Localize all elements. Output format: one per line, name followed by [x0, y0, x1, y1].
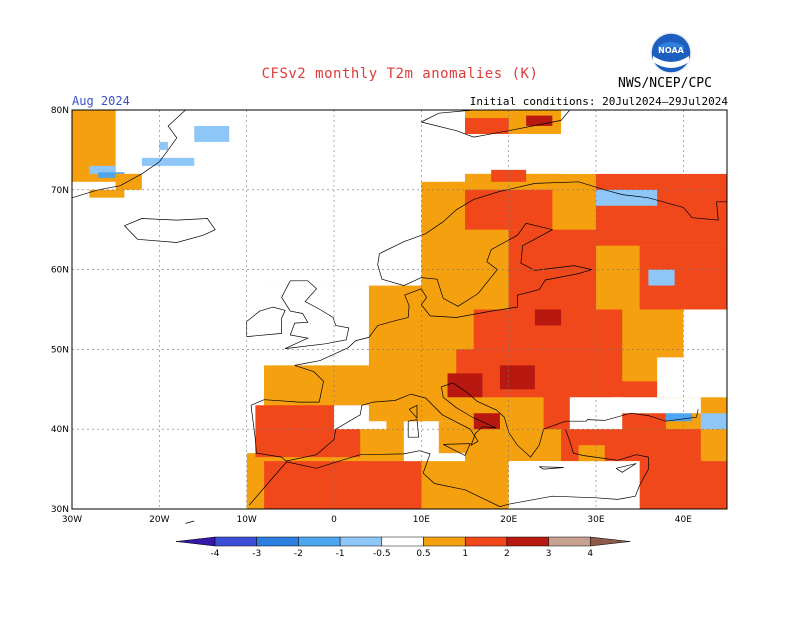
lon-tick-label: 20E	[500, 515, 517, 525]
anomaly-cell	[526, 325, 614, 366]
lat-tick-label: 80N	[51, 106, 69, 116]
anomaly-cell	[368, 381, 422, 422]
anomaly-cell	[447, 373, 483, 398]
coastline	[246, 306, 286, 337]
colorbar-label: -0.5	[373, 549, 391, 559]
coastline	[443, 443, 471, 456]
map-title: CFSv2 monthly T2m anomalies (K)	[261, 66, 539, 82]
colorbar-segment	[214, 536, 257, 547]
lat-tick-label: 60N	[51, 266, 69, 276]
colorbar-segment	[339, 536, 383, 547]
axis-labels: 30W 20W 10W 0 10E 20E 30E 40E 30N 40N 50N 60N 70N 80N	[51, 106, 692, 525]
lon-tick-label: 10W	[236, 515, 256, 525]
colorbar-label: -3	[252, 549, 261, 559]
coastline	[124, 218, 216, 243]
map-frame	[71, 109, 728, 510]
colorbar-segment	[256, 536, 299, 547]
lon-tick-label: 10E	[413, 515, 430, 525]
neutral-region	[246, 173, 369, 286]
lon-tick-label: 20W	[149, 515, 169, 525]
anomaly-cells	[72, 110, 727, 509]
neutral-region	[246, 285, 369, 366]
coastline	[421, 109, 571, 138]
colorbar-label: 0.5	[416, 549, 430, 559]
anomaly-cell	[665, 409, 693, 422]
forecast-period: Aug 2024	[72, 94, 130, 108]
colorbar-label: 1	[462, 549, 468, 559]
coastline	[539, 466, 564, 470]
anomaly-cell	[334, 485, 413, 509]
anomaly-cell	[499, 365, 535, 390]
neutral-region	[72, 197, 247, 509]
anomaly-cell	[438, 421, 474, 454]
color-bar: -4 -3 -2 -1 -0.5 0.5 1 2 3 4	[175, 536, 631, 559]
colorbar-segment	[381, 536, 424, 547]
colorbar-label: -1	[336, 549, 345, 559]
neutral-region	[508, 461, 553, 478]
neutral-region	[72, 181, 116, 190]
lon-tick-label: 40E	[675, 515, 692, 525]
anomaly-cell	[473, 413, 500, 430]
coastline	[408, 404, 418, 419]
lat-lon-grid	[72, 110, 727, 509]
colorbar-arrow-right	[590, 536, 631, 547]
colorbar-label: 3	[546, 549, 552, 559]
neutral-region	[561, 110, 727, 174]
lat-tick-label: 50N	[51, 345, 69, 355]
coastline	[250, 382, 699, 462]
coastline	[249, 429, 649, 507]
anomaly-cell	[596, 173, 727, 246]
anomaly-cell	[648, 269, 675, 286]
noaa-logo: NOAA	[650, 32, 692, 74]
anomaly-cell	[141, 157, 195, 166]
anomaly-cell	[596, 189, 658, 206]
noaa-logo-text: NOAA	[658, 46, 684, 55]
neutral-region	[72, 493, 177, 509]
anomaly-cell	[526, 115, 553, 126]
coastline	[185, 520, 195, 524]
anomaly-cell	[115, 173, 142, 190]
neutral-region	[683, 309, 727, 374]
colorbar-segment	[423, 536, 466, 547]
initial-conditions: Initial conditions: 20Jul2024–29Jul2024	[469, 95, 728, 108]
coastline	[281, 280, 350, 349]
coastline	[615, 463, 637, 473]
colorbar-label: -4	[211, 549, 220, 559]
anomaly-cell	[159, 141, 169, 150]
coastline	[250, 181, 727, 406]
anomaly-cell	[534, 309, 562, 326]
lon-tick-label: 30W	[62, 515, 82, 525]
lon-tick-label: 30E	[587, 515, 604, 525]
lon-tick-label: 0	[331, 515, 337, 525]
colorbar-label: 4	[587, 549, 593, 559]
coastlines	[71, 109, 727, 524]
colorbar-segment	[464, 536, 508, 547]
anomaly-cell	[307, 429, 334, 454]
coastline	[407, 419, 420, 438]
neutral-region	[613, 397, 701, 414]
agency-label: NWS/NCEP/CPC	[618, 76, 712, 91]
colorbar-arrow-left	[175, 536, 216, 547]
colorbar-segment	[506, 536, 549, 547]
anomaly-cell	[578, 445, 605, 462]
anomaly-cell	[89, 165, 116, 174]
colorbar-segment	[298, 536, 341, 547]
neutral-region	[334, 110, 465, 174]
lat-tick-label: 70N	[51, 186, 69, 196]
anomaly-cell	[281, 381, 317, 398]
lat-tick-label: 30N	[51, 505, 69, 515]
colorbar-label: -2	[294, 549, 303, 559]
anomaly-cell	[700, 413, 727, 430]
colorbar-label: 2	[504, 549, 510, 559]
anomaly-cell	[194, 125, 230, 142]
colorbar-segment	[548, 536, 591, 547]
anomaly-cell	[98, 172, 125, 178]
lat-tick-label: 40N	[51, 425, 69, 435]
